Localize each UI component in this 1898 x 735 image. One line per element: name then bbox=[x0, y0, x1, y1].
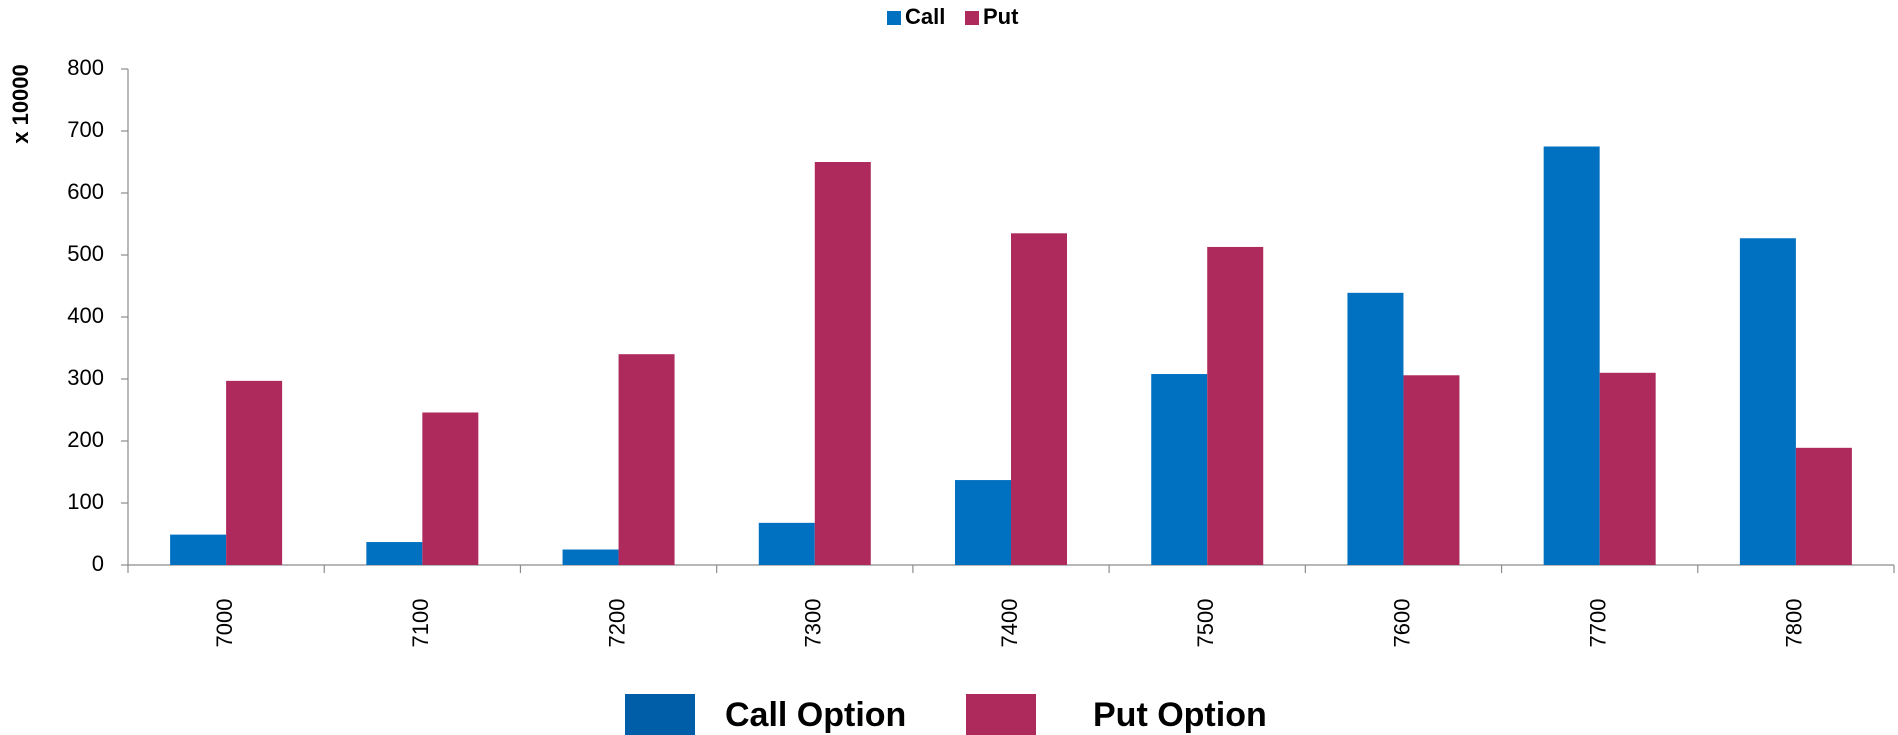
bar bbox=[1795, 447, 1852, 565]
y-tick-label: 800 bbox=[67, 55, 104, 80]
y-tick-label: 700 bbox=[67, 117, 104, 142]
x-tick-label: 7500 bbox=[1193, 599, 1218, 648]
bar bbox=[1151, 374, 1208, 565]
x-tick-label: 7100 bbox=[408, 599, 433, 648]
y-tick-label: 200 bbox=[67, 427, 104, 452]
legend-label: Put bbox=[983, 4, 1019, 29]
legend-swatch bbox=[887, 11, 901, 25]
bar bbox=[1347, 292, 1404, 565]
legend-label: Call bbox=[905, 4, 945, 29]
x-tick-label: 7700 bbox=[1585, 599, 1610, 648]
bar bbox=[1403, 375, 1460, 565]
y-tick-label: 400 bbox=[67, 303, 104, 328]
x-tick-label: 7200 bbox=[604, 599, 629, 648]
x-tick-label: 7800 bbox=[1782, 599, 1807, 648]
y-tick-label: 500 bbox=[67, 241, 104, 266]
bottom-legend-label: Call Option bbox=[725, 696, 906, 734]
y-tick-label: 300 bbox=[67, 365, 104, 390]
bar bbox=[1011, 233, 1067, 566]
x-tick-label: 7000 bbox=[212, 599, 237, 648]
bar bbox=[1599, 372, 1656, 565]
bottom-legend-swatch bbox=[966, 694, 1036, 735]
bar bbox=[1207, 246, 1264, 565]
bar bbox=[758, 522, 815, 565]
y-tick-label: 100 bbox=[67, 489, 104, 514]
y-axis-label: x 10000 bbox=[8, 64, 33, 144]
bar bbox=[366, 542, 423, 565]
y-tick-label: 0 bbox=[92, 551, 104, 576]
bar bbox=[955, 480, 1011, 565]
bottom-legend-swatch bbox=[625, 694, 695, 735]
bar bbox=[814, 162, 871, 565]
bar bbox=[226, 380, 283, 565]
bar bbox=[618, 354, 675, 565]
legend-swatch bbox=[965, 11, 979, 25]
bar bbox=[170, 534, 227, 565]
y-tick-label: 600 bbox=[67, 179, 104, 204]
bar bbox=[562, 549, 619, 565]
x-tick-label: 7400 bbox=[997, 599, 1022, 648]
x-tick-label: 7300 bbox=[801, 599, 826, 648]
bottom-legend-label: Put Option bbox=[1093, 696, 1267, 734]
x-tick-label: 7600 bbox=[1389, 599, 1414, 648]
bar bbox=[422, 412, 479, 565]
bar bbox=[1739, 238, 1796, 565]
bar bbox=[1543, 146, 1600, 565]
